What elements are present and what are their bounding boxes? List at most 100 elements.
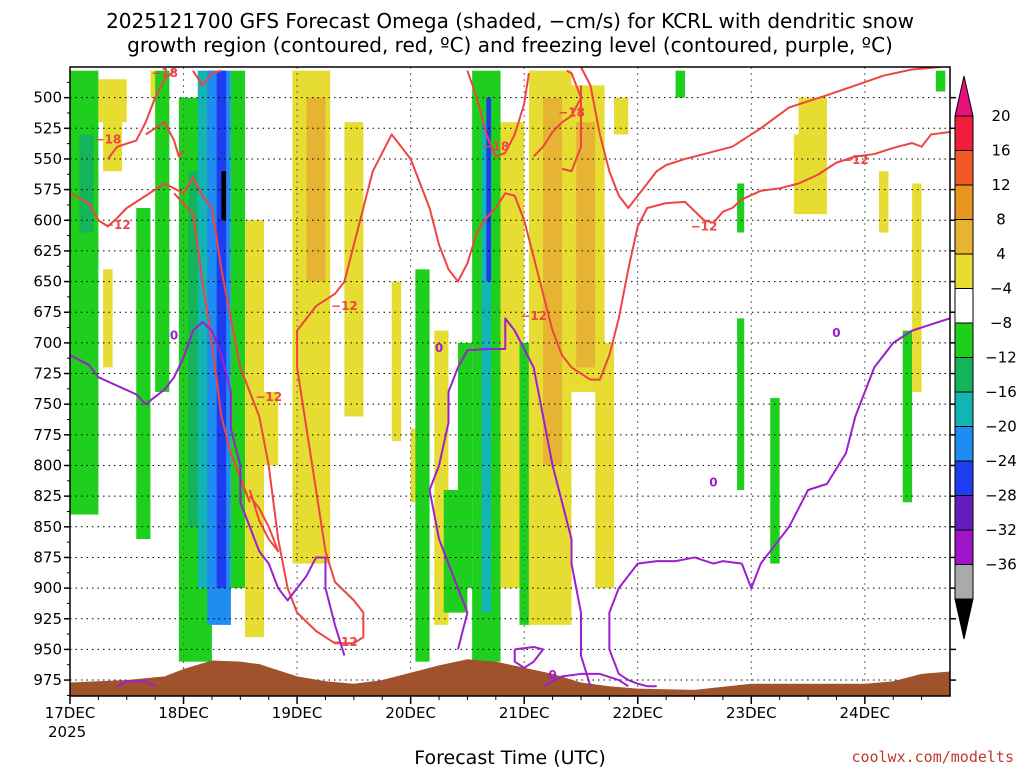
contour-label-2-0: 0 [170,329,178,343]
y-tick-label-775: 775 [33,426,62,444]
colorbar-label-2: 12 [991,176,1010,194]
colorbar-label-5: −4 [990,280,1012,298]
omega-region-43 [879,171,889,233]
x-tick-label-0: 17DEC [45,704,96,722]
colorbar-label-13: −36 [985,556,1017,574]
colorbar-swatch-9 [954,426,974,462]
omega-region-41 [793,134,827,215]
y-tick-label-800: 800 [33,456,62,474]
omega-region-44 [902,330,913,503]
plot-area: −18 −18 −18 −18 −12 −12 −12 −12 −12 −12 −12 0 0 0 0 0 [70,66,950,696]
contour-0-segment-1 [145,121,185,158]
terrain-layer [70,659,950,696]
contour-label-1-6: −12 [331,635,358,649]
contour-0-segment-5 [532,85,582,158]
y-tick-label-675: 675 [33,303,62,321]
colorbar-bottom-arrow [954,598,974,640]
colorbar-swatch-2 [954,184,974,220]
colorbar-label-1: 16 [991,142,1010,160]
colorbar-label-3: 8 [996,211,1006,229]
contour-2-segment-5 [542,672,629,688]
contour-label-0-0: −18 [151,66,178,80]
y-tick-label-575: 575 [33,181,62,199]
omega-region-25 [457,342,473,589]
y-tick-label-725: 725 [33,365,62,383]
y-tick-label-925: 925 [33,610,62,628]
omega-region-1 [79,134,94,233]
y-tick-label-650: 650 [33,273,62,291]
colorbar-label-11: −28 [985,487,1017,505]
omega-region-45 [912,183,922,392]
chart-title-line-2: growth region (contoured, red, ºC) and f… [127,33,893,57]
y-tick-label-500: 500 [33,89,62,107]
contour-label-0-1: −18 [94,132,121,146]
contour-label-1-1: −12 [255,390,282,404]
colorbar-swatch-12 [954,529,974,565]
contour-0-segment-0 [107,69,175,160]
colorbar-label-4: 4 [996,245,1006,263]
colorbar-swatch-6 [954,322,974,358]
colorbar-swatch-13 [954,564,974,600]
omega-region-6 [136,208,151,540]
contour-label-2-2: 0 [548,668,556,682]
colorbar-label-7: −12 [985,349,1017,367]
omega-region-2 [98,79,127,123]
contour-1-segment-0 [70,130,950,645]
colorbar-label-8: −16 [985,383,1017,401]
omega-region-15 [245,220,264,638]
contour-label-1-5: −12 [842,153,869,167]
x-tick-label-6: 23DEC [726,704,777,722]
colorbar-swatch-1 [954,150,974,186]
colorbar-swatch-5 [954,288,974,324]
omega-region-20 [391,281,402,441]
y-tick-label-875: 875 [33,548,62,566]
colorbar-label-12: −32 [985,521,1017,539]
colorbar-swatch-8 [954,391,974,427]
contour-2-segment-6 [608,575,657,688]
colorbar-label-6: −8 [990,314,1012,332]
x-tick-label-3: 20DEC [385,704,436,722]
contour-0-segment-2 [192,69,222,87]
omega-region-38 [737,183,745,233]
omega-region-30 [519,342,529,625]
contour-label-2-4: 0 [709,476,717,490]
contour-1-segment-2 [173,192,251,503]
y-tick-label-900: 900 [33,579,62,597]
contour-0-segment-4 [561,69,582,173]
y-tick-label-600: 600 [33,211,62,229]
x-tick-label-5: 22DEC [612,704,663,722]
omega-region-13 [221,171,227,221]
y-tick-label-750: 750 [33,395,62,413]
omega-region-29 [500,122,525,589]
x-axis-year: 2025 [48,723,86,741]
y-tick-label-525: 525 [33,119,62,137]
contour-label-1-4: −12 [691,219,718,233]
contour-label-0-3: −18 [558,105,585,119]
x-axis-title: Forecast Time (UTC) [414,747,605,768]
colorbar: 20 16 12 8 4 −4 −8 −12 −16 −20 −24 −28 −32 −36 [954,75,1017,640]
colorbar-swatch-0 [954,115,974,151]
omega-region-18 [306,97,326,282]
contour-label-1-0: −12 [104,218,131,232]
contour-2-segment-0 [70,321,346,656]
omega-region-42 [770,398,780,564]
omega-region-16 [259,391,279,466]
omega-region-7 [155,70,170,392]
omega-region-12 [216,70,227,589]
y-tick-label-625: 625 [33,242,62,260]
y-axis: 500 525 550 575 600 625 650 675 700 725 750 775 800 8… [33,81,956,696]
plot-frame [69,66,951,697]
y-tick-label-700: 700 [33,334,62,352]
omega-region-34 [576,122,596,368]
chart-title-line-1: 2025121700 GFS Forecast Omega (shaded, −… [106,9,914,33]
contour-2-segment-1 [116,680,156,688]
omega-region-32 [543,97,563,466]
x-tick-label-7: 24DEC [840,704,891,722]
contour-label-2-3: 0 [832,326,840,340]
contour-1-segment-1 [248,489,280,553]
credit-text: coolwx.com/modelts [851,748,1014,766]
contour-label-0-2: −18 [482,140,509,154]
colorbar-swatch-10 [954,460,974,496]
contour-2-segment-2 [428,317,592,687]
